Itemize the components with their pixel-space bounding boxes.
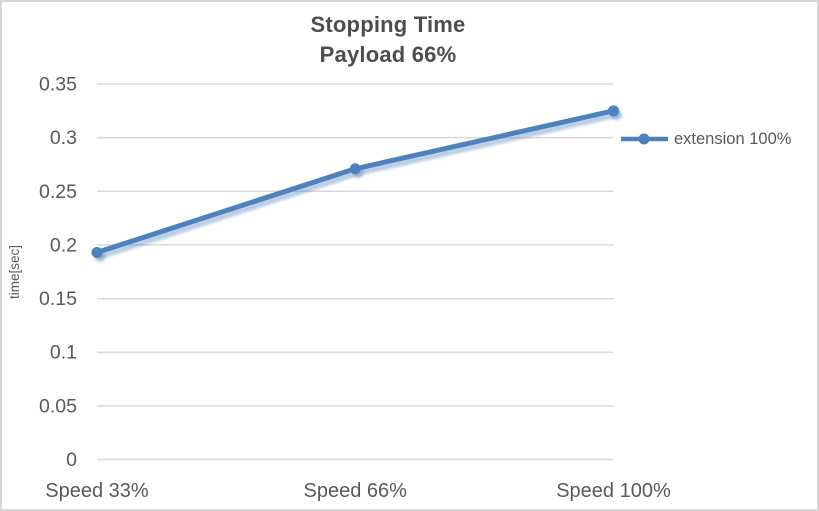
legend-label: extension 100% (674, 129, 792, 148)
y-tick-label: 0.2 (50, 234, 77, 256)
chart-title-line2: Payload 66% (319, 42, 457, 67)
x-category-label: Speed 33% (45, 480, 149, 502)
y-tick-label: 0.25 (39, 181, 77, 203)
data-point-marker (349, 163, 361, 175)
data-line-shadow (94, 109, 622, 262)
x-category-label: Speed 100% (556, 480, 671, 502)
legend: extension 100% (620, 126, 791, 152)
y-tick-label: 0.35 (39, 74, 77, 96)
data-point-marker (608, 105, 619, 117)
y-axis-title: time[sec] (7, 245, 22, 299)
y-tick-label: 0.05 (39, 395, 77, 417)
y-tick-label: 0 (66, 449, 77, 471)
chart-title-line1: Stopping Time (310, 12, 466, 37)
y-tick-label: 0.3 (50, 127, 77, 149)
chart-title: Stopping Time Payload 66% (2, 10, 774, 70)
legend-line-marker-icon (621, 133, 668, 145)
x-category-label: Speed 66% (304, 480, 408, 502)
y-tick-label: 0.15 (39, 288, 77, 310)
data-point-marker (91, 246, 103, 258)
y-tick-label: 0.1 (50, 342, 77, 364)
